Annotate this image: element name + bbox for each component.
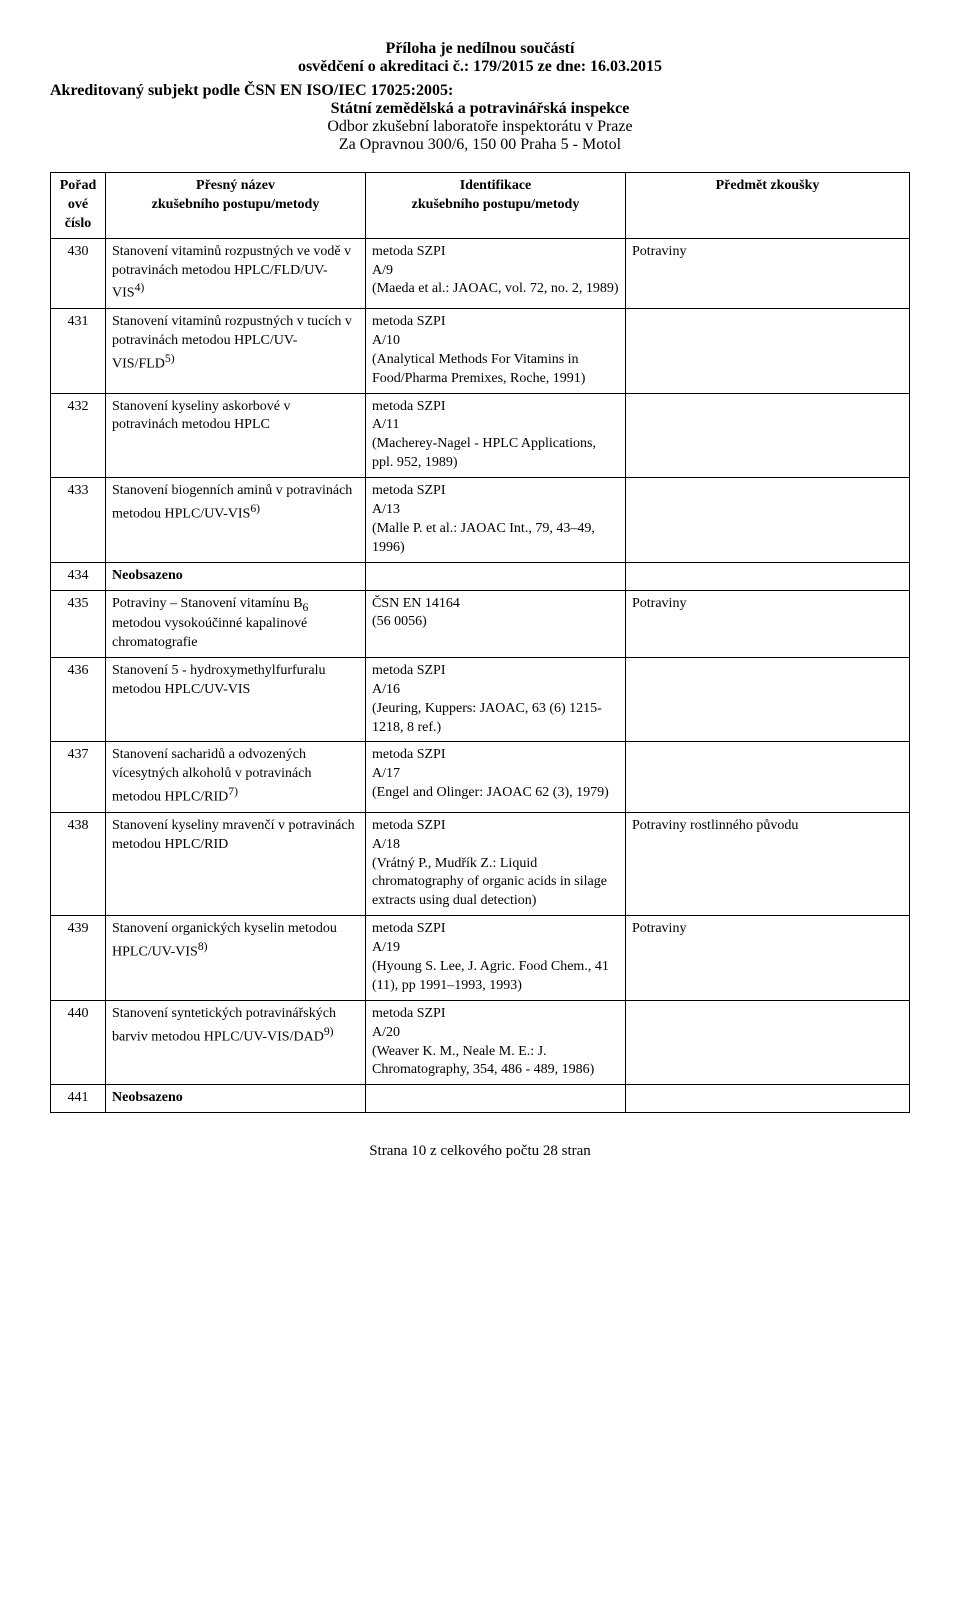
row-method-name: Stanovení 5 - hydroxymethylfurfuralu met…: [106, 657, 366, 742]
row-identification: metoda SZPIA/19(Hyoung S. Lee, J. Agric.…: [366, 916, 626, 1001]
row-identification: ČSN EN 14164(56 0056): [366, 590, 626, 657]
table-row: 432Stanovení kyseliny askorbové v potrav…: [51, 393, 910, 478]
col-number: Pořadové číslo: [51, 173, 106, 239]
org-address: Státní zemědělská a potravinářská inspek…: [50, 100, 910, 154]
row-method-name: Stanovení sacharidů a odvozených vícesyt…: [106, 742, 366, 812]
subject-label: Akreditovaný subjekt podle ČSN EN ISO/IE…: [50, 82, 910, 100]
table-row: 435Potraviny – Stanovení vitamínu B6 met…: [51, 590, 910, 657]
col-method-name: Přesný název zkušebního postupu/metody: [106, 173, 366, 239]
row-number: 440: [51, 1000, 106, 1085]
row-method-name: Stanovení kyseliny mravenčí v potravinác…: [106, 812, 366, 915]
row-identification: metoda SZPIA/13(Malle P. et al.: JAOAC I…: [366, 478, 626, 563]
row-number: 437: [51, 742, 106, 812]
row-subject: [626, 393, 910, 478]
row-subject: Potraviny: [626, 238, 910, 308]
row-identification: metoda SZPIA/11(Macherey-Nagel - HPLC Ap…: [366, 393, 626, 478]
row-subject: [626, 657, 910, 742]
row-subject: Potraviny: [626, 590, 910, 657]
col-number-l2: číslo: [65, 216, 91, 231]
row-method-name: Stanovení vitaminů rozpustných v tucích …: [106, 309, 366, 394]
methods-table: Pořadové číslo Přesný název zkušebního p…: [50, 172, 910, 1113]
row-subject: [626, 1085, 910, 1113]
row-number: 438: [51, 812, 106, 915]
row-identification: metoda SZPIA/16(Jeuring, Kuppers: JAOAC,…: [366, 657, 626, 742]
row-identification: metoda SZPIA/20(Weaver K. M., Neale M. E…: [366, 1000, 626, 1085]
table-row: 434Neobsazeno: [51, 562, 910, 590]
table-row: 433Stanovení biogenních aminů v potravin…: [51, 478, 910, 563]
header-line2: osvědčení o akreditaci č.: 179/2015 ze d…: [50, 58, 910, 76]
header-line1: Příloha je nedílnou součástí: [50, 40, 910, 58]
page-number: Strana 10 z celkového počtu 28 stran: [50, 1143, 910, 1160]
attachment-header: Příloha je nedílnou součástí osvědčení o…: [50, 40, 910, 76]
row-number: 432: [51, 393, 106, 478]
org-street: Za Opravnou 300/6, 150 00 Praha 5 - Moto…: [50, 136, 910, 154]
row-number: 441: [51, 1085, 106, 1113]
row-identification: metoda SZPIA/10(Analytical Methods For V…: [366, 309, 626, 394]
table-row: 438Stanovení kyseliny mravenčí v potravi…: [51, 812, 910, 915]
row-method-name: Potraviny – Stanovení vitamínu B6 metodo…: [106, 590, 366, 657]
row-subject: [626, 742, 910, 812]
table-row: 436Stanovení 5 - hydroxymethylfurfuralu …: [51, 657, 910, 742]
table-header-row: Pořadové číslo Přesný název zkušebního p…: [51, 173, 910, 239]
col-method-l2: zkušebního postupu/metody: [152, 197, 320, 212]
row-method-name: Neobsazeno: [106, 1085, 366, 1113]
row-method-name: Stanovení kyseliny askorbové v potraviná…: [106, 393, 366, 478]
row-method-name: Stanovení biogenních aminů v potravinách…: [106, 478, 366, 563]
row-number: 433: [51, 478, 106, 563]
table-body: 430Stanovení vitaminů rozpustných ve vod…: [51, 238, 910, 1113]
row-identification: metoda SZPIA/17(Engel and Olinger: JAOAC…: [366, 742, 626, 812]
row-subject: [626, 478, 910, 563]
org-dept: Odbor zkušební laboratoře inspektorátu v…: [50, 118, 910, 136]
row-method-name: Stanovení syntetických potravinářských b…: [106, 1000, 366, 1085]
row-method-name: Stanovení organických kyselin metodou HP…: [106, 916, 366, 1001]
table-row: 441Neobsazeno: [51, 1085, 910, 1113]
row-subject: Potraviny rostlinného původu: [626, 812, 910, 915]
org-name: Státní zemědělská a potravinářská inspek…: [50, 100, 910, 118]
row-subject: [626, 562, 910, 590]
row-number: 431: [51, 309, 106, 394]
table-row: 437Stanovení sacharidů a odvozených více…: [51, 742, 910, 812]
col-number-l1: Pořadové: [60, 178, 97, 212]
row-number: 435: [51, 590, 106, 657]
row-method-name: Stanovení vitaminů rozpustných ve vodě v…: [106, 238, 366, 308]
table-row: 430Stanovení vitaminů rozpustných ve vod…: [51, 238, 910, 308]
row-number: 436: [51, 657, 106, 742]
table-row: 431Stanovení vitaminů rozpustných v tucí…: [51, 309, 910, 394]
col-id-l2: zkušebního postupu/metody: [412, 197, 580, 212]
col-subject: Předmět zkoušky: [626, 173, 910, 239]
row-number: 430: [51, 238, 106, 308]
col-method-l1: Přesný název: [196, 178, 275, 193]
row-subject: Potraviny: [626, 916, 910, 1001]
row-identification: metoda SZPIA/18(Vrátný P., Mudřík Z.: Li…: [366, 812, 626, 915]
col-id-l1: Identifikace: [460, 178, 532, 193]
row-identification: [366, 1085, 626, 1113]
row-number: 439: [51, 916, 106, 1001]
row-method-name: Neobsazeno: [106, 562, 366, 590]
row-subject: [626, 1000, 910, 1085]
table-row: 440Stanovení syntetických potravinářskýc…: [51, 1000, 910, 1085]
row-subject: [626, 309, 910, 394]
row-identification: [366, 562, 626, 590]
table-row: 439Stanovení organických kyselin metodou…: [51, 916, 910, 1001]
col-identification: Identifikace zkušebního postupu/metody: [366, 173, 626, 239]
row-identification: metoda SZPIA/9(Maeda et al.: JAOAC, vol.…: [366, 238, 626, 308]
row-number: 434: [51, 562, 106, 590]
